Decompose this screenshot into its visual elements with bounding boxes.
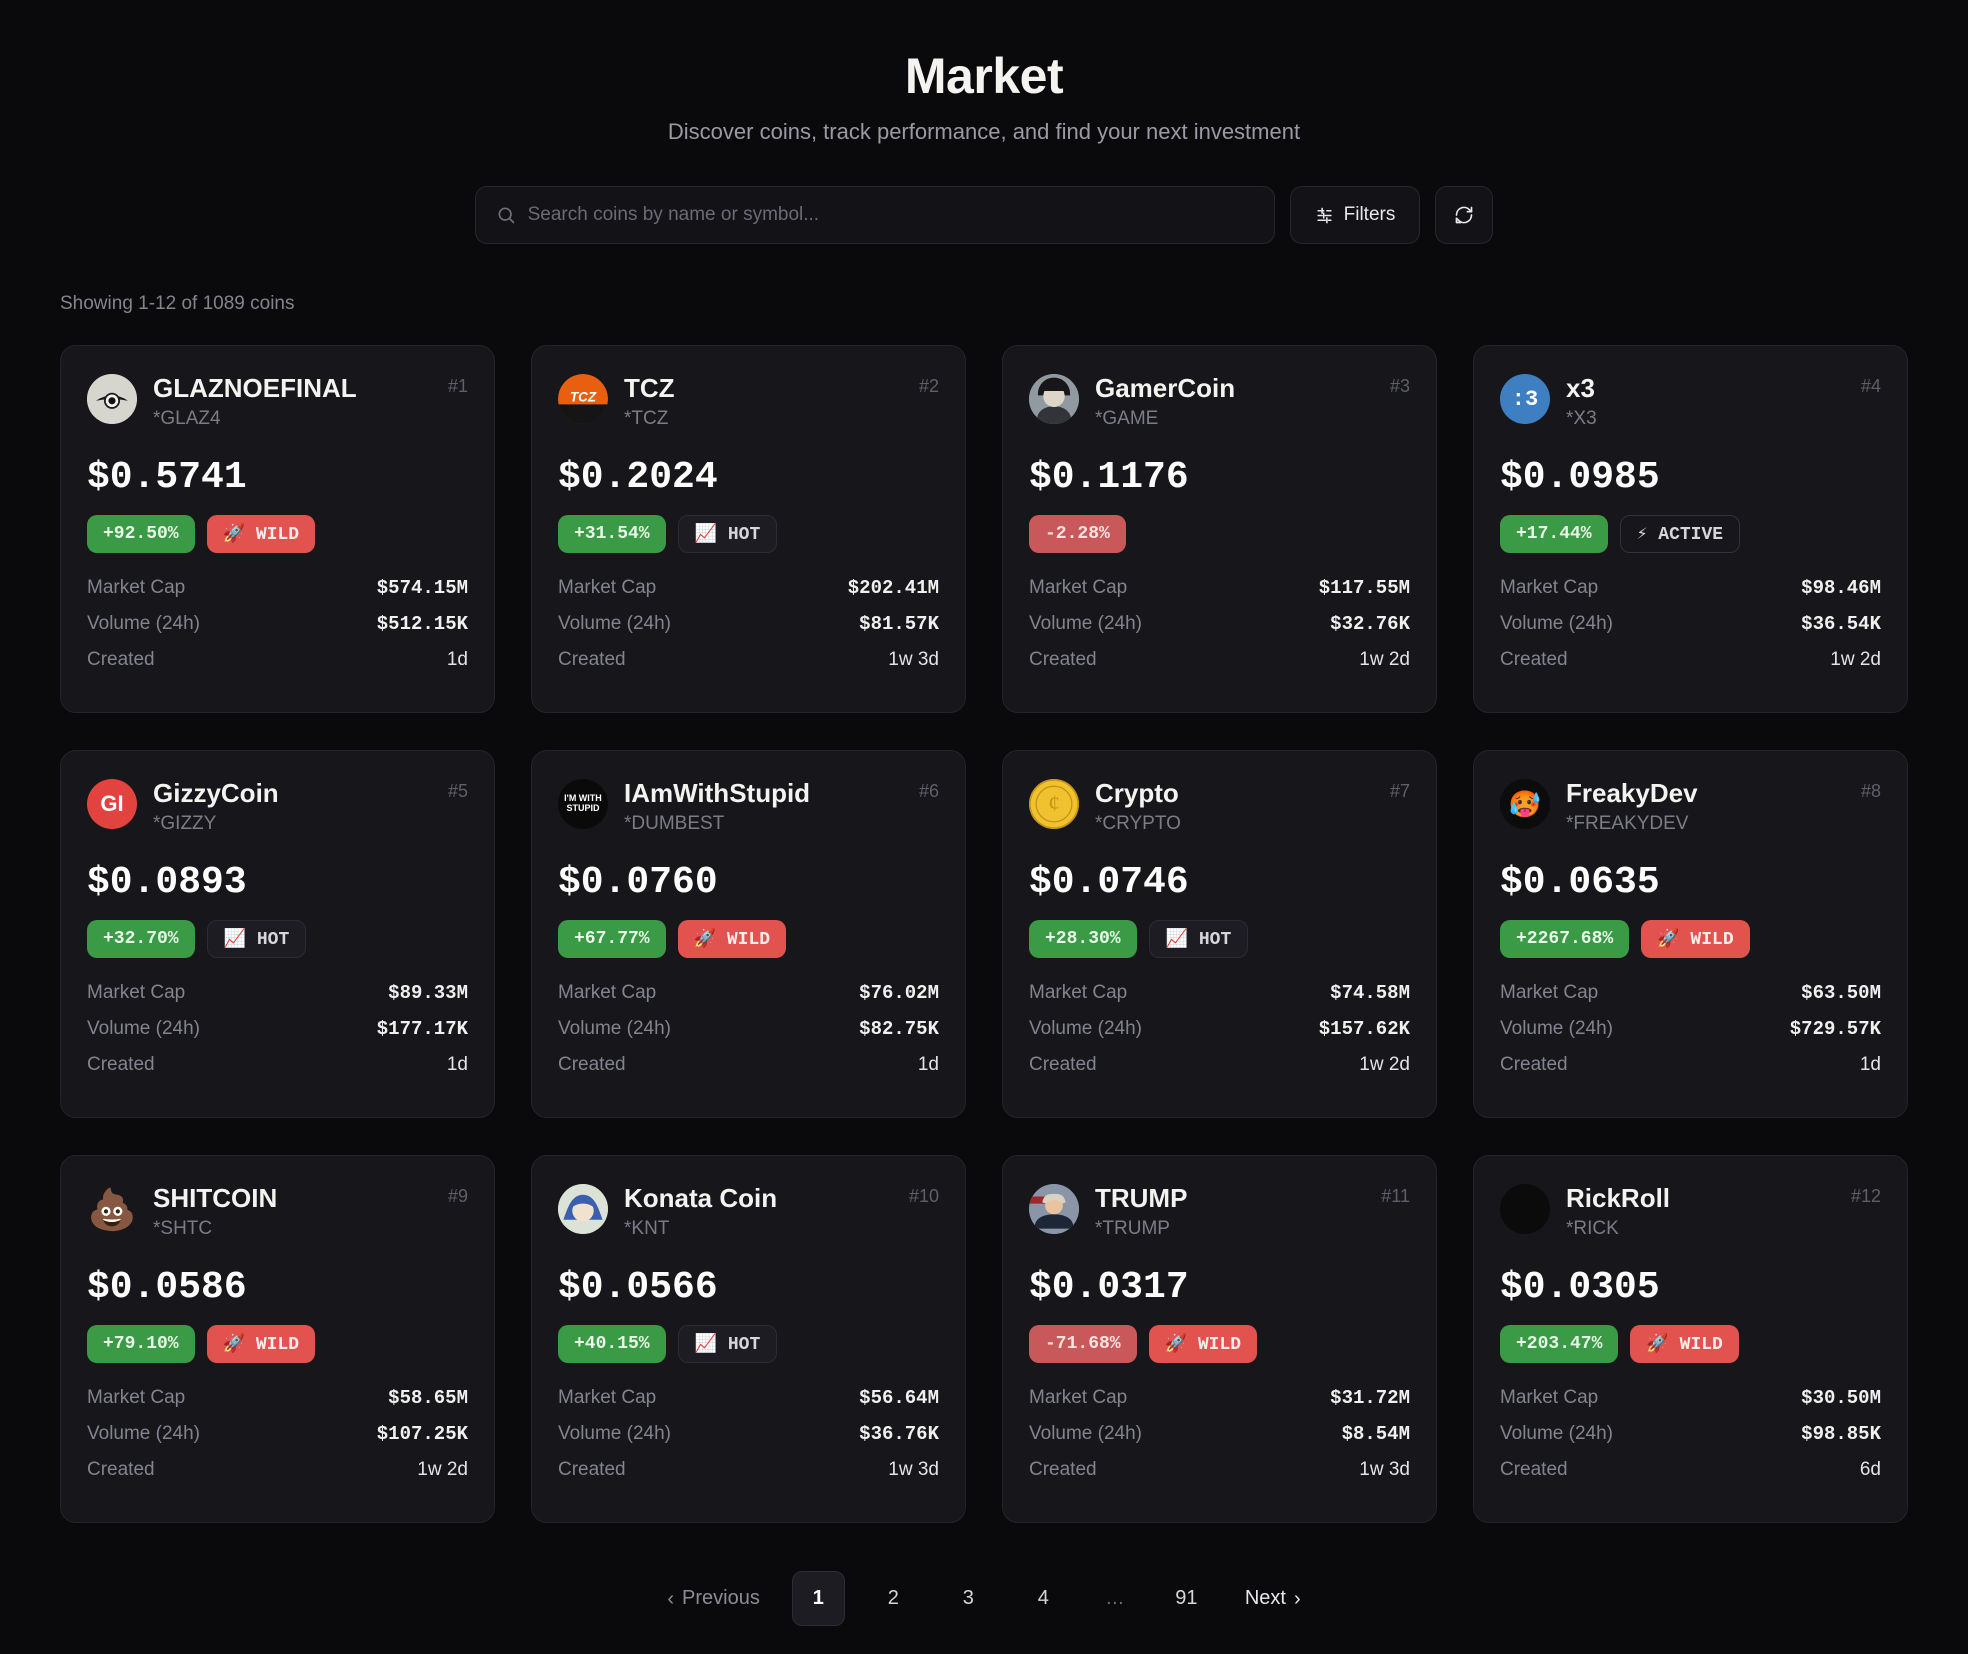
svg-text:TCZ: TCZ: [570, 390, 597, 405]
svg-text:¢: ¢: [1048, 791, 1060, 817]
